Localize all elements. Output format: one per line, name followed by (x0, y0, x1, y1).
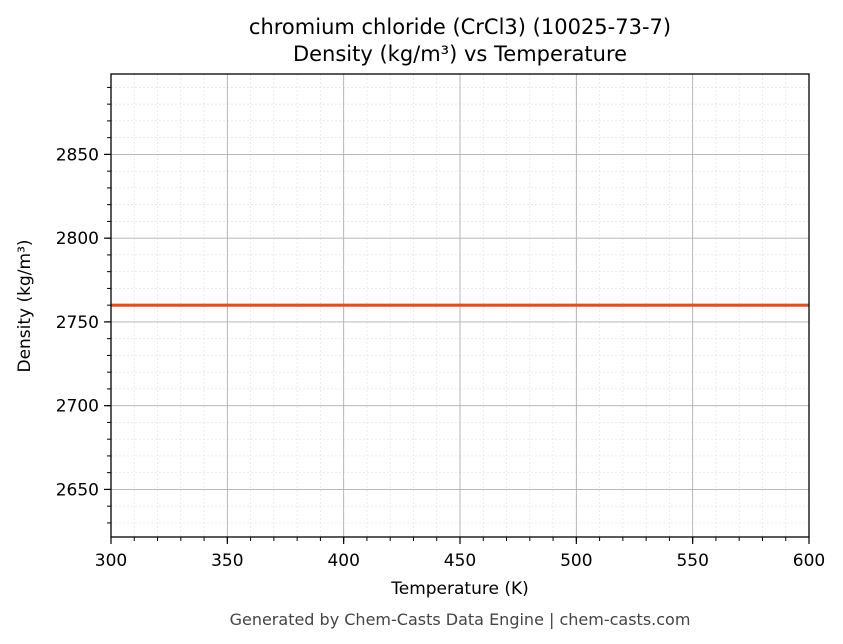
x-axis-ticks: 300 350 400 450 500 550 600 (95, 537, 825, 571)
y-tick-label: 2700 (56, 397, 99, 417)
footer-credit: Generated by Chem-Casts Data Engine | ch… (230, 610, 691, 629)
y-tick-label: 2850 (56, 145, 99, 165)
y-tick-label: 2750 (56, 313, 99, 333)
x-tick-label: 600 (793, 551, 825, 571)
y-tick-label: 2650 (56, 480, 99, 500)
y-axis-label: Density (kg/m³) (15, 239, 35, 372)
x-axis-label: Temperature (K) (390, 579, 529, 599)
x-tick-label: 300 (95, 551, 127, 571)
chart-subtitle: Density (kg/m³) vs Temperature (293, 42, 627, 66)
x-tick-label: 450 (444, 551, 476, 571)
x-tick-label: 550 (676, 551, 708, 571)
x-tick-label: 350 (211, 551, 243, 571)
y-axis-ticks: 2650 2700 2750 2800 2850 (56, 86, 111, 524)
chart-title: chromium chloride (CrCl3) (10025-73-7) (249, 15, 671, 39)
y-tick-label: 2800 (56, 229, 99, 249)
x-tick-label: 400 (327, 551, 359, 571)
x-tick-label: 500 (560, 551, 592, 571)
